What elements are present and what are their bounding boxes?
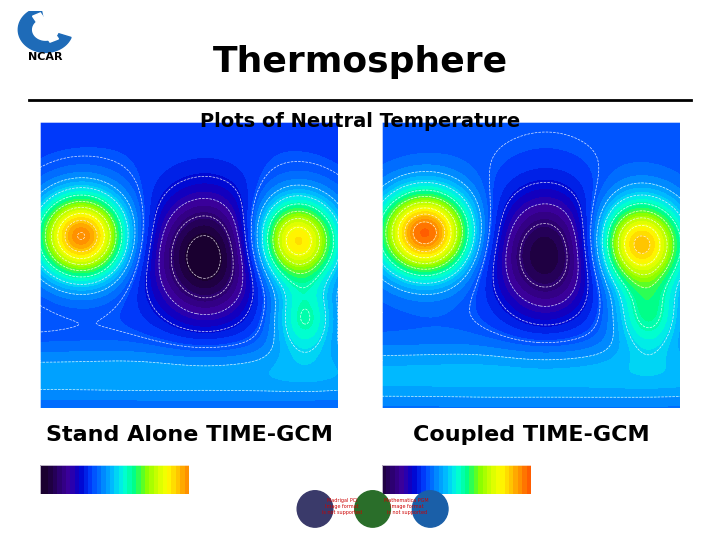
- Text: Coupled TIME-GCM: Coupled TIME-GCM: [413, 424, 649, 445]
- Text: NCAR: NCAR: [28, 52, 63, 62]
- Polygon shape: [18, 8, 71, 52]
- X-axis label: LONGITUDE (DEGREES GEOGRAPHIC): LONGITUDE (DEGREES GEOGRAPHIC): [480, 424, 582, 429]
- Text: Stand Alone TIME-GCM: Stand Alone TIME-GCM: [46, 424, 333, 445]
- Circle shape: [413, 491, 448, 527]
- X-axis label: LONGITUDE (DEGREES GEOGRAPHIC): LONGITUDE (DEGREES GEOGRAPHIC): [138, 424, 240, 429]
- Circle shape: [355, 491, 390, 527]
- Text: Madrigal PCI
Image format
is not supported: Madrigal PCI Image format is not support…: [322, 498, 362, 515]
- Title: NEUTRAL TEMPERATURE (K)
DAY = 80  UT = 0.50  ZP = 2.05: NEUTRAL TEMPERATURE (K) DAY = 80 UT = 0.…: [140, 109, 238, 120]
- Circle shape: [297, 491, 333, 527]
- Y-axis label: LATITUDE
(DEGREES GEOGRAPHIC): LATITUDE (DEGREES GEOGRAPHIC): [9, 231, 20, 299]
- Text: Plots of Neutral Temperature: Plots of Neutral Temperature: [200, 112, 520, 131]
- Y-axis label: LATITUDE
(DEGREES GEOGRAPHIC): LATITUDE (DEGREES GEOGRAPHIC): [351, 231, 362, 299]
- Text: Thermosphere: Thermosphere: [212, 45, 508, 79]
- Text: Mathematica PGM
Image format
is not supported: Mathematica PGM Image format is not supp…: [384, 498, 429, 515]
- Polygon shape: [32, 13, 58, 42]
- Title: NEUTRAL TEMPERATURE (K)
DAY = 80  UT = 0.50  ZP = 2.05: NEUTRAL TEMPERATURE (K) DAY = 80 UT = 0.…: [482, 109, 580, 120]
